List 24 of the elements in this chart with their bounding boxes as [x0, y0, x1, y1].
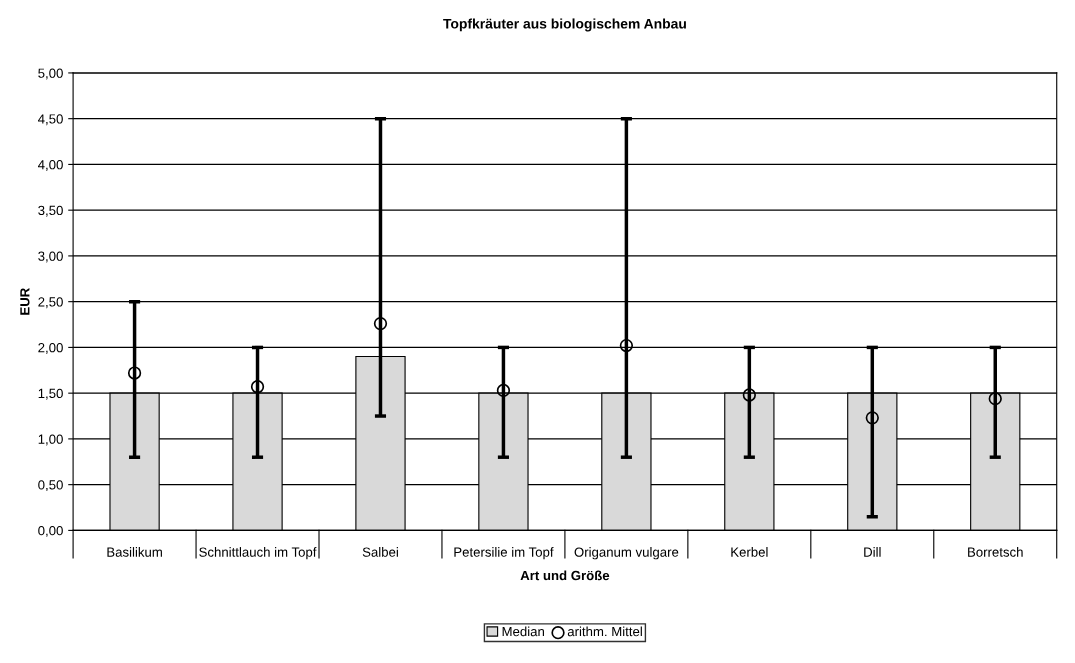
x-tick-label: Basilikum	[107, 547, 162, 557]
y-axis-title: EUR	[20, 288, 30, 315]
y-tick-label: 5,00	[38, 68, 63, 80]
chart-title: Topfkräuter aus biologischem Anbau	[443, 18, 686, 32]
y-tick-label: 4,50	[38, 114, 63, 126]
y-tick-label: 0,50	[38, 480, 63, 492]
y-tick-label: 1,00	[38, 434, 63, 446]
legend-label: Median	[502, 626, 544, 637]
x-tick-label: Schnittlauch im Topf	[199, 547, 317, 560]
x-tick-label: Origanum vulgare	[574, 547, 679, 560]
x-axis-title: Art und Größe	[520, 570, 610, 581]
legend-label: arithm. Mittel	[567, 626, 642, 637]
x-tick-label: Salbei	[362, 547, 398, 557]
y-tick-label: 4,00	[38, 159, 63, 171]
y-tick-label: 3,50	[38, 205, 63, 217]
x-tick-label: Dill	[864, 547, 881, 557]
y-tick-label: 0,00	[38, 525, 63, 537]
x-tick-label: Borretsch	[968, 547, 1023, 557]
y-tick-label: 3,00	[38, 251, 63, 263]
y-tick-label: 2,00	[38, 342, 63, 354]
x-tick-label: Kerbel	[731, 547, 768, 557]
x-tick-label: Petersilie im Topf	[454, 547, 554, 560]
y-tick-label: 2,50	[38, 297, 63, 309]
y-tick-label: 1,50	[38, 388, 63, 400]
